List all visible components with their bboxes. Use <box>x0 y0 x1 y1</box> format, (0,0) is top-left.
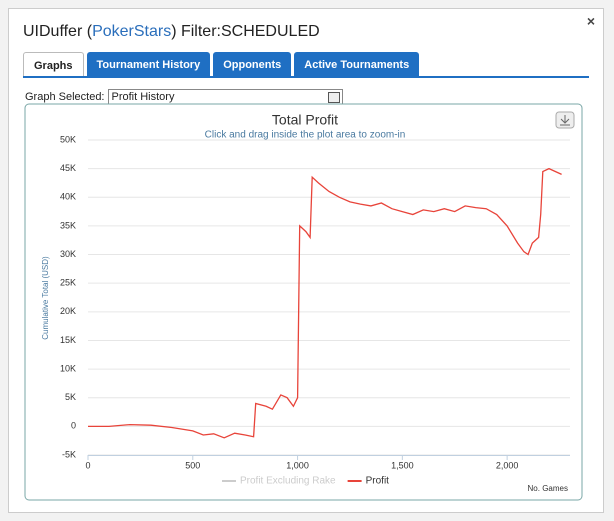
tab-bar: Graphs Tournament History Opponents Active … <box>23 52 420 77</box>
legend-entry[interactable]: Profit <box>366 476 390 487</box>
y-tick-label: 20K <box>60 306 76 316</box>
tab[interactable]: Opponents <box>213 52 292 77</box>
title-suffix: ) Filter:SCHEDULED <box>171 23 320 40</box>
y-tick-label: 45K <box>60 163 76 173</box>
download-button[interactable] <box>555 111 575 129</box>
y-tick-label: 25K <box>60 278 76 288</box>
select-label: Graph Selected: <box>25 91 105 103</box>
y-tick-label: 5K <box>65 392 76 402</box>
x-axis-label: No. Games <box>528 484 568 493</box>
tab[interactable]: Tournament History <box>86 52 211 77</box>
tab[interactable]: Active Tournaments <box>294 52 420 77</box>
close-button[interactable]: × <box>586 13 595 29</box>
y-tick-label: 0 <box>71 421 76 431</box>
chart-subtitle: Click and drag inside the plot area to z… <box>205 130 406 141</box>
y-tick-label: 50K <box>60 134 76 144</box>
legend-entry[interactable]: Profit Excluding Rake <box>240 476 336 487</box>
dialog-title: UIDuffer (PokerStars) Filter:SCHEDULED <box>23 23 320 41</box>
y-tick-label: 35K <box>60 220 76 230</box>
site-link[interactable]: PokerStars <box>92 23 172 40</box>
chart-panel <box>24 103 583 501</box>
x-tick-label: 2,000 <box>496 460 519 470</box>
tab[interactable]: Graphs <box>23 52 84 77</box>
x-tick-label: 0 <box>85 460 90 470</box>
x-tick-label: 1,000 <box>286 460 309 470</box>
x-tick-label: 500 <box>185 460 200 470</box>
y-tick-label: 15K <box>60 335 76 345</box>
title-prefix: UIDuffer ( <box>23 23 93 40</box>
tab-line <box>23 76 589 78</box>
y-axis-label: Cumulative Total (USD) <box>41 256 50 340</box>
profit-line <box>88 167 562 439</box>
y-tick-label: -5K <box>62 449 76 459</box>
y-tick-label: 30K <box>60 249 76 259</box>
x-tick-label: 1,500 <box>391 460 414 470</box>
y-tick-label: 40K <box>60 192 76 202</box>
y-tick-label: 10K <box>60 363 76 373</box>
chart-title: Total Profit <box>272 112 338 128</box>
